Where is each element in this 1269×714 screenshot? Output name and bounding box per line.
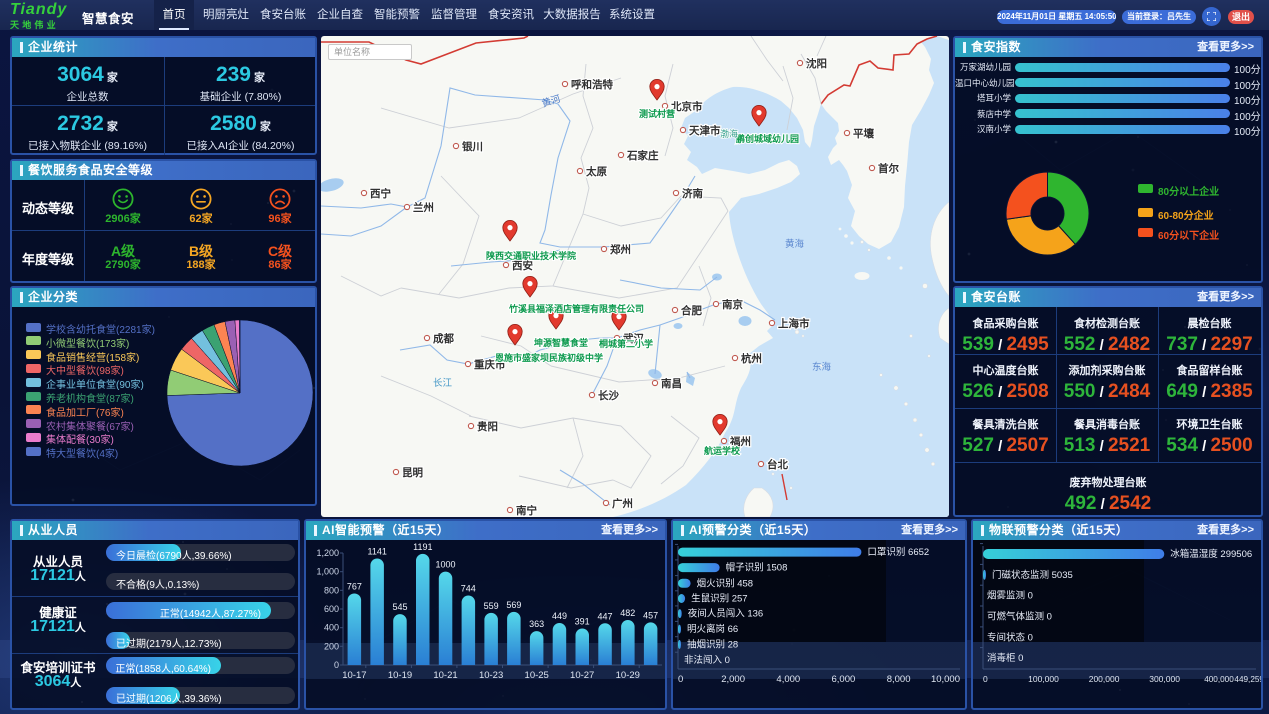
svg-text:767: 767 xyxy=(347,581,362,591)
svg-text:合肥: 合肥 xyxy=(680,304,702,317)
svg-text:200,000: 200,000 xyxy=(1089,674,1120,684)
svg-text:0: 0 xyxy=(983,674,988,684)
svg-text:银川: 银川 xyxy=(462,140,483,153)
svg-text:桐城第二小学: 桐城第二小学 xyxy=(599,338,653,349)
svg-text:上海市: 上海市 xyxy=(778,317,810,330)
svg-text:烟雾监测 0: 烟雾监测 0 xyxy=(987,590,1033,602)
svg-text:贵阳: 贵阳 xyxy=(477,420,498,433)
svg-text:测试村营: 测试村营 xyxy=(639,108,675,119)
svg-text:南京: 南京 xyxy=(722,298,743,311)
svg-text:烟火识别 458: 烟火识别 458 xyxy=(697,577,754,589)
svg-text:福州: 福州 xyxy=(729,435,751,448)
svg-text:渤海: 渤海 xyxy=(720,128,738,139)
svg-text:2,000: 2,000 xyxy=(721,674,745,685)
svg-text:10-29: 10-29 xyxy=(616,670,640,681)
svg-text:航运学校: 航运学校 xyxy=(704,445,741,456)
svg-text:363: 363 xyxy=(529,619,544,629)
svg-text:陕西交通职业技术学院: 陕西交通职业技术学院 xyxy=(486,250,576,261)
svg-text:449,259: 449,259 xyxy=(1234,675,1261,684)
svg-text:545: 545 xyxy=(392,602,407,612)
svg-text:400: 400 xyxy=(324,623,339,633)
svg-text:南宁: 南宁 xyxy=(516,504,537,517)
svg-text:10-27: 10-27 xyxy=(570,670,594,681)
svg-text:391: 391 xyxy=(575,617,590,627)
svg-text:0: 0 xyxy=(334,660,339,670)
svg-text:鹏创城域幼儿园: 鹏创城域幼儿园 xyxy=(736,133,799,144)
svg-text:消毒柜 0: 消毒柜 0 xyxy=(987,652,1023,664)
svg-text:成都: 成都 xyxy=(433,332,454,345)
svg-text:600: 600 xyxy=(324,604,339,614)
svg-text:兰州: 兰州 xyxy=(413,201,434,214)
svg-text:10-25: 10-25 xyxy=(525,670,549,681)
svg-text:西宁: 西宁 xyxy=(370,187,391,200)
svg-text:专间状态 0: 专间状态 0 xyxy=(987,631,1033,643)
svg-text:744: 744 xyxy=(461,584,476,594)
svg-text:恩施市盛家坝民族初级中学: 恩施市盛家坝民族初级中学 xyxy=(495,352,603,363)
svg-text:首尔: 首尔 xyxy=(878,162,899,175)
svg-text:门磁状态监测 5035: 门磁状态监测 5035 xyxy=(992,569,1073,581)
svg-text:台北: 台北 xyxy=(767,458,788,471)
svg-text:长沙: 长沙 xyxy=(598,389,619,402)
svg-text:帽子识别 1508: 帽子识别 1508 xyxy=(726,562,788,574)
svg-text:郑州: 郑州 xyxy=(610,243,631,256)
svg-text:0: 0 xyxy=(678,674,683,685)
svg-text:杭州: 杭州 xyxy=(741,352,762,365)
svg-text:10-19: 10-19 xyxy=(388,670,412,681)
svg-text:生鼠识别 257: 生鼠识别 257 xyxy=(691,593,748,605)
svg-text:非法闯入 0: 非法闯入 0 xyxy=(684,654,730,666)
svg-text:200: 200 xyxy=(324,641,339,651)
svg-text:800: 800 xyxy=(324,585,339,595)
svg-text:10-17: 10-17 xyxy=(342,670,366,681)
svg-text:天津市: 天津市 xyxy=(689,124,721,137)
svg-text:100,000: 100,000 xyxy=(1028,674,1059,684)
svg-text:沈阳: 沈阳 xyxy=(806,57,827,70)
svg-text:太原: 太原 xyxy=(585,165,607,178)
svg-text:10-23: 10-23 xyxy=(479,670,503,681)
svg-text:1141: 1141 xyxy=(368,547,387,557)
svg-text:昆明: 昆明 xyxy=(402,467,423,479)
svg-text:石家庄: 石家庄 xyxy=(626,149,659,162)
svg-text:10,000: 10,000 xyxy=(931,674,960,685)
svg-text:竹溪县福泽酒店管理有限责任公司: 竹溪县福泽酒店管理有限责任公司 xyxy=(508,303,644,314)
svg-text:559: 559 xyxy=(484,601,499,611)
svg-text:呼和浩特: 呼和浩特 xyxy=(571,78,613,91)
svg-text:南昌: 南昌 xyxy=(661,377,682,390)
svg-text:西安: 西安 xyxy=(512,259,533,272)
svg-text:济南: 济南 xyxy=(682,187,703,200)
svg-text:明火离岗 66: 明火离岗 66 xyxy=(687,623,738,635)
svg-text:黄河: 黄河 xyxy=(540,92,562,109)
svg-text:8,000: 8,000 xyxy=(887,674,911,685)
svg-text:1,200: 1,200 xyxy=(316,548,339,558)
svg-text:平壤: 平壤 xyxy=(853,127,874,140)
svg-text:长江: 长江 xyxy=(433,377,453,389)
svg-text:抽烟识别 28: 抽烟识别 28 xyxy=(687,638,738,650)
svg-text:1,000: 1,000 xyxy=(316,567,339,577)
svg-text:口罩识别 6652: 口罩识别 6652 xyxy=(867,547,929,558)
svg-text:449: 449 xyxy=(552,611,567,621)
svg-text:300,000: 300,000 xyxy=(1149,674,1180,684)
svg-text:447: 447 xyxy=(597,611,612,621)
svg-text:10-21: 10-21 xyxy=(433,670,457,681)
svg-text:北京市: 北京市 xyxy=(671,100,703,113)
svg-text:可燃气体监测 0: 可燃气体监测 0 xyxy=(987,610,1052,622)
svg-text:夜间人员闯入 136: 夜间人员闯入 136 xyxy=(688,608,764,620)
svg-text:广州: 广州 xyxy=(612,497,633,510)
svg-text:400,000: 400,000 xyxy=(1204,675,1234,684)
svg-text:569: 569 xyxy=(506,600,521,610)
svg-text:482: 482 xyxy=(620,608,635,618)
svg-text:冰箱温湿度 299506: 冰箱温湿度 299506 xyxy=(1170,548,1252,560)
svg-text:1000: 1000 xyxy=(435,560,455,570)
svg-text:东海: 东海 xyxy=(812,361,832,373)
svg-text:坤源智慧食堂: 坤源智慧食堂 xyxy=(534,337,588,348)
svg-text:1191: 1191 xyxy=(413,542,432,552)
svg-text:4,000: 4,000 xyxy=(776,674,800,685)
svg-text:457: 457 xyxy=(643,610,658,620)
svg-text:武汉: 武汉 xyxy=(623,332,644,345)
svg-text:6,000: 6,000 xyxy=(832,674,856,685)
svg-text:重庆市: 重庆市 xyxy=(474,358,506,371)
svg-text:黄海: 黄海 xyxy=(785,238,805,250)
